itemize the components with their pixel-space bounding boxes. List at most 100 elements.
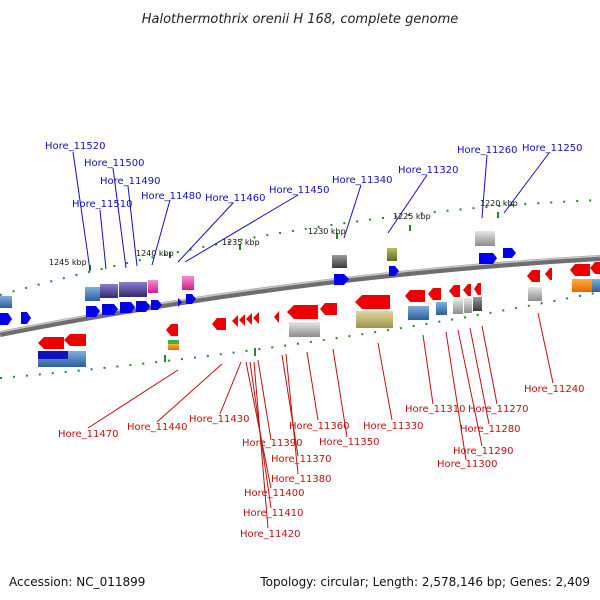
block-gray [289, 322, 320, 337]
forward-genes [0, 248, 516, 325]
gene-arrow-reverse [590, 262, 600, 274]
block-dark [332, 255, 347, 268]
gene-arrow-forward [389, 266, 399, 276]
gene-label-bottom[interactable]: Hore_11360 [289, 421, 350, 432]
gene-arrow-forward [86, 306, 100, 317]
gene-arrow-reverse [239, 314, 245, 326]
block-orange [168, 344, 179, 350]
gene-label-bottom[interactable]: Hore_11270 [468, 404, 529, 415]
genome-backbone [0, 255, 600, 337]
gene-label-bottom[interactable]: Hore_11350 [319, 437, 380, 448]
gene-arrow-reverse [527, 270, 540, 282]
gene-label-bottom[interactable]: Hore_11390 [242, 438, 303, 449]
inner-tick-arc [0, 291, 600, 379]
kbp-tick-label: 1225 kbp [393, 212, 431, 221]
block-gray [464, 298, 472, 313]
gene-label-bottom[interactable]: Hore_11420 [240, 529, 301, 540]
gene-arrow-reverse [287, 305, 318, 319]
gene-label-bottom[interactable]: Hore_11300 [437, 459, 498, 470]
block-blue-dark [38, 351, 68, 359]
gene-arrow-reverse [428, 288, 441, 300]
gene-arrow-reverse [355, 295, 390, 309]
gene-label-bottom[interactable]: Hore_11430 [189, 414, 250, 425]
block-blue [436, 302, 447, 315]
gene-arrow-reverse [246, 313, 252, 325]
block-khaki [356, 311, 393, 328]
gene-arrow-forward [21, 312, 31, 324]
gene-label-top[interactable]: Hore_11490 [100, 176, 161, 187]
gene-arrow-reverse [545, 268, 552, 280]
gene-label-top[interactable]: Hore_11260 [457, 145, 518, 156]
gene-arrow-reverse [463, 284, 471, 296]
block-olive [387, 248, 397, 261]
block-dark [473, 297, 482, 311]
gene-arrow-forward [178, 298, 182, 307]
genome-backbone-highlight [0, 255, 600, 333]
gene-arrow-forward [136, 301, 150, 312]
gene-label-top[interactable]: Hore_11460 [205, 193, 266, 204]
reverse-genes [38, 262, 600, 349]
gene-label-bottom[interactable]: Hore_11400 [244, 488, 305, 499]
gene-arrow-reverse [64, 334, 86, 346]
gene-arrow-reverse [38, 337, 64, 349]
gene-label-bottom[interactable]: Hore_11470 [58, 429, 119, 440]
block-gray [475, 231, 495, 246]
gene-label-bottom[interactable]: Hore_11240 [524, 384, 585, 395]
gene-label-top[interactable]: Hore_11500 [84, 158, 145, 169]
topology-text: Topology: circular; Length: 2,578,146 bp… [259, 575, 590, 589]
gene-arrow-forward [120, 302, 135, 313]
gene-label-top[interactable]: Hore_11340 [332, 175, 393, 186]
block-blue [408, 306, 429, 320]
outer-tick-arc [0, 199, 600, 296]
gene-arrow-reverse [212, 318, 226, 330]
map-title: Halothermothrix orenii H 168, complete g… [142, 12, 459, 27]
gene-arrow-forward [0, 313, 12, 325]
bottom-leader-lines [87, 312, 554, 529]
gene-label-bottom[interactable]: Hore_11410 [243, 508, 304, 519]
block-orange [572, 279, 592, 292]
block-purple [119, 282, 147, 297]
gene-arrow-reverse [570, 264, 590, 276]
gene-arrow-reverse [253, 312, 259, 324]
gene-arrow-reverse [449, 285, 460, 297]
accession-text: Accession: NC_011899 [9, 575, 145, 589]
block-pink [182, 276, 194, 290]
top-leader-lines [72, 151, 550, 271]
gene-label-bottom[interactable]: Hore_11280 [460, 424, 521, 435]
gene-label-bottom[interactable]: Hore_11290 [453, 446, 514, 457]
gene-arrow-forward [102, 304, 118, 315]
kbp-tick-label: 1230 kbp [308, 227, 346, 236]
gene-arrow-forward [186, 294, 196, 304]
gene-label-top[interactable]: Hore_11320 [398, 165, 459, 176]
gene-label-top[interactable]: Hore_11480 [141, 191, 202, 202]
gene-arrow-forward [479, 253, 497, 264]
gene-label-top[interactable]: Hore_11510 [72, 199, 133, 210]
block-pink [148, 280, 158, 293]
kbp-tick-label: 1235 kbp [222, 238, 260, 247]
gene-arrow-reverse [320, 303, 337, 315]
block-green [168, 340, 179, 344]
gene-arrow-reverse [474, 283, 481, 295]
gene-label-top[interactable]: Hore_11250 [522, 143, 583, 154]
gene-arrow-reverse [274, 311, 279, 323]
gene-label-top[interactable]: Hore_11520 [45, 141, 106, 152]
block-gray [528, 287, 542, 301]
block-blue [592, 279, 600, 292]
block-gray [453, 299, 463, 314]
gene-label-bottom[interactable]: Hore_11310 [405, 404, 466, 415]
gene-label-bottom[interactable]: Hore_11380 [271, 474, 332, 485]
gene-arrow-reverse [232, 315, 238, 327]
bottom-gene-labels: Hore_11470 Hore_11440 Hore_11430 Hore_11… [58, 384, 585, 540]
gene-label-bottom[interactable]: Hore_11370 [271, 454, 332, 465]
kbp-tick-label: 1245 kbp [49, 258, 87, 267]
top-gene-labels: Hore_11520 Hore_11500 Hore_11490 Hore_11… [45, 141, 583, 210]
kbp-tick-label: 1220 kbp [480, 199, 518, 208]
gene-label-top[interactable]: Hore_11450 [269, 185, 330, 196]
gene-label-bottom[interactable]: Hore_11330 [363, 421, 424, 432]
block-purple [100, 284, 118, 298]
block-blue [0, 296, 12, 308]
gene-arrow-reverse [405, 290, 425, 302]
gene-arrow-forward [151, 300, 162, 310]
gene-label-bottom[interactable]: Hore_11440 [127, 422, 188, 433]
